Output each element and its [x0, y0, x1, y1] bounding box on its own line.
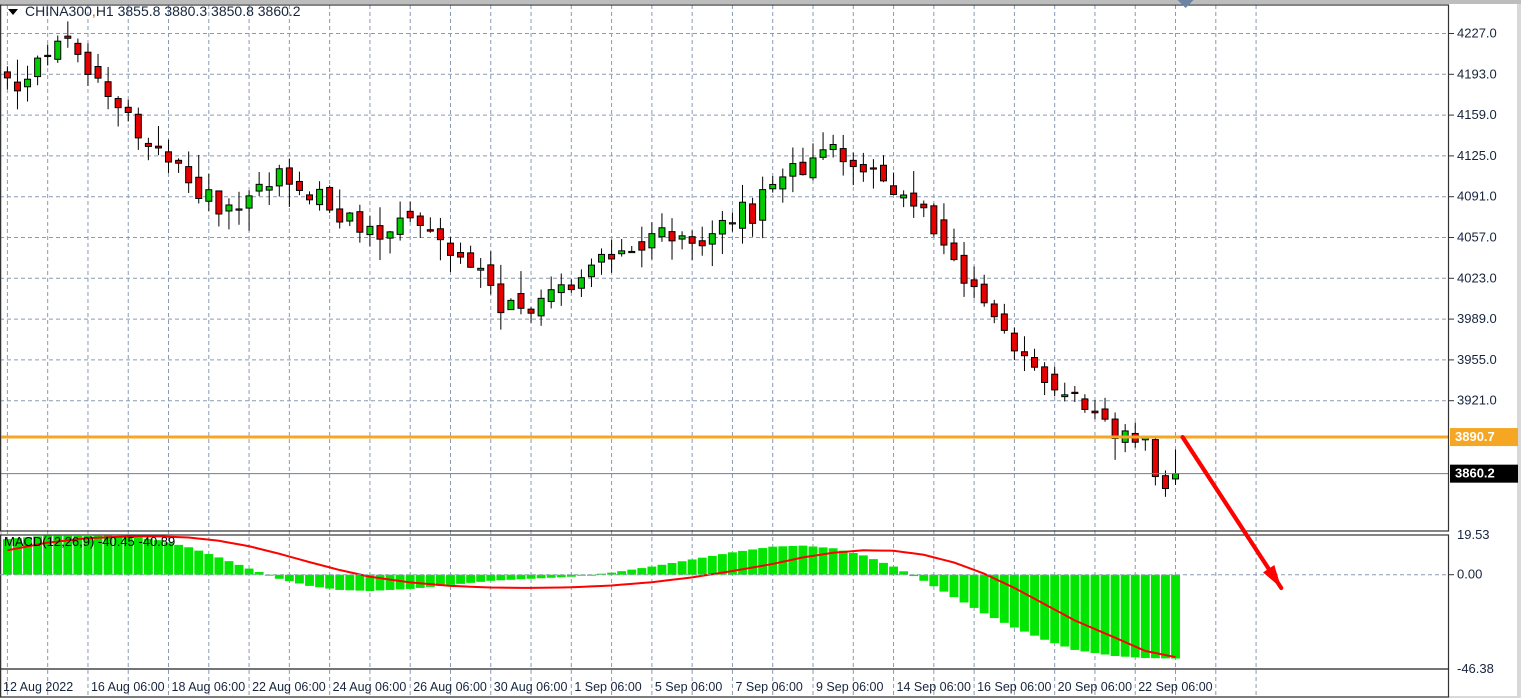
svg-text:22 Sep 06:00: 22 Sep 06:00: [1138, 680, 1212, 694]
svg-text:4057.0: 4057.0: [1457, 230, 1497, 245]
svg-text:-46.38: -46.38: [1457, 661, 1494, 676]
svg-text:16 Sep 06:00: 16 Sep 06:00: [977, 680, 1051, 694]
svg-text:12 Aug 2022: 12 Aug 2022: [3, 680, 73, 694]
svg-text:1 Sep 06:00: 1 Sep 06:00: [574, 680, 641, 694]
svg-text:22 Aug 06:00: 22 Aug 06:00: [252, 680, 326, 694]
svg-text:4159.0: 4159.0: [1457, 107, 1497, 122]
svg-text:19.53: 19.53: [1457, 527, 1490, 542]
svg-text:3860.2: 3860.2: [1455, 466, 1495, 481]
svg-text:4227.0: 4227.0: [1457, 26, 1497, 41]
svg-text:0.00: 0.00: [1457, 567, 1482, 582]
svg-text:18 Aug 06:00: 18 Aug 06:00: [172, 680, 246, 694]
svg-text:16 Aug 06:00: 16 Aug 06:00: [91, 680, 165, 694]
svg-text:20 Sep 06:00: 20 Sep 06:00: [1058, 680, 1132, 694]
svg-text:3989.0: 3989.0: [1457, 311, 1497, 326]
svg-text:CHINA300,H1 3855.8 3880.3 38: CHINA300,H1 3855.8 3880.3 3850.8 3860.2: [25, 3, 301, 19]
svg-text:4091.0: 4091.0: [1457, 189, 1497, 204]
svg-text:4023.0: 4023.0: [1457, 270, 1497, 285]
svg-text:24 Aug 06:00: 24 Aug 06:00: [333, 680, 407, 694]
svg-text:3921.0: 3921.0: [1457, 393, 1497, 408]
svg-text:4125.0: 4125.0: [1457, 148, 1497, 163]
svg-text:5 Sep 06:00: 5 Sep 06:00: [655, 680, 722, 694]
svg-text:7 Sep 06:00: 7 Sep 06:00: [735, 680, 802, 694]
svg-text:4193.0: 4193.0: [1457, 66, 1497, 81]
svg-text:3955.0: 3955.0: [1457, 352, 1497, 367]
svg-text:30 Aug 06:00: 30 Aug 06:00: [494, 680, 568, 694]
svg-text:MACD(12,26,9) -40.45 -40.89: MACD(12,26,9) -40.45 -40.89: [4, 534, 175, 549]
svg-text:26 Aug 06:00: 26 Aug 06:00: [413, 680, 487, 694]
svg-text:3890.7: 3890.7: [1455, 429, 1495, 444]
svg-text:14 Sep 06:00: 14 Sep 06:00: [897, 680, 971, 694]
svg-text:9 Sep 06:00: 9 Sep 06:00: [816, 680, 883, 694]
